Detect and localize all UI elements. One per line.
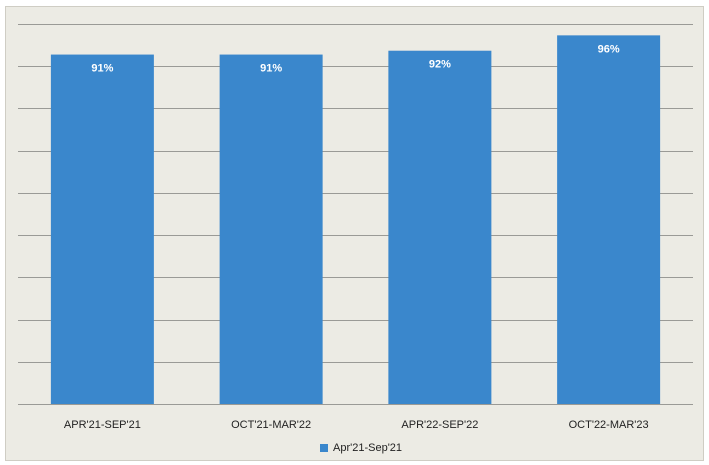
bar-4 [557, 35, 661, 405]
data-label-3: 92% [429, 59, 451, 71]
bars [50, 35, 661, 405]
x-tick-label-2: OCT'21-MAR'22 [231, 419, 311, 431]
legend-label: Apr'21-Sep'21 [333, 442, 403, 454]
legend-swatch [320, 444, 328, 452]
data-labels: 91% 91% 92% 96% [91, 43, 619, 74]
bar-1 [50, 54, 154, 405]
x-tick-label-3: APR'22-SEP'22 [401, 419, 478, 431]
data-label-1: 91% [91, 63, 113, 75]
bar-2 [219, 54, 323, 405]
x-axis-tick-labels: APR'21-SEP'21 OCT'21-MAR'22 APR'22-SEP'22 O… [64, 419, 649, 431]
legend: Apr'21-Sep'21 [320, 442, 402, 454]
data-label-2: 91% [260, 63, 282, 75]
bar-3 [388, 50, 492, 404]
x-tick-label-1: APR'21-SEP'21 [64, 419, 141, 431]
x-tick-label-4: OCT'22-MAR'23 [569, 419, 649, 431]
data-label-4: 96% [598, 43, 620, 55]
